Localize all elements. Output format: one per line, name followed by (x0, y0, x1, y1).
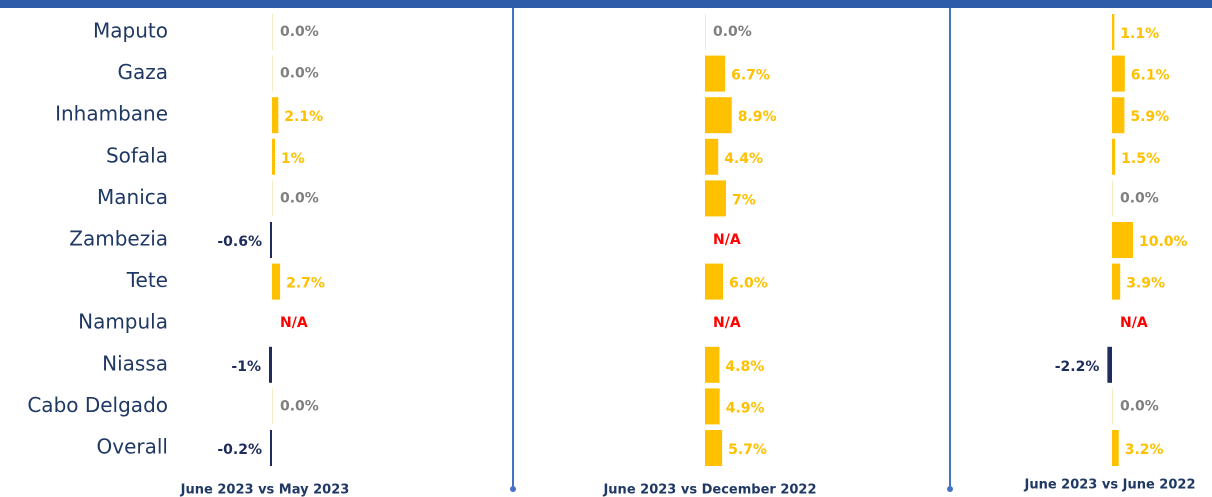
bar (1112, 97, 1125, 134)
bar (705, 55, 726, 92)
category-label: Niassa (102, 351, 168, 375)
category-label: Zambezia (69, 227, 168, 251)
value-label: 7% (732, 192, 756, 208)
bar (1112, 14, 1115, 50)
bar (705, 346, 720, 383)
value-label: -0.2% (217, 442, 262, 458)
bar (272, 138, 275, 175)
value-label: 6.1% (1131, 68, 1170, 84)
value-label: 3.2% (1125, 442, 1164, 458)
bar (1112, 222, 1133, 258)
value-label: -1% (231, 359, 261, 375)
value-label: 8.9% (738, 109, 777, 125)
value-label: N/A (1120, 315, 1148, 331)
value-label: 1% (281, 151, 305, 167)
value-label: 2.1% (284, 109, 323, 125)
bar (705, 430, 723, 466)
category-label: Inhambane (55, 102, 168, 126)
separator-dot (510, 486, 516, 492)
value-label: -2.2% (1055, 359, 1100, 375)
value-label: N/A (713, 315, 741, 331)
bar (705, 388, 720, 425)
bar (1112, 55, 1125, 92)
bar (1112, 263, 1121, 300)
category-label: Overall (97, 435, 168, 459)
bar (272, 263, 281, 300)
value-label: 5.9% (1130, 109, 1169, 125)
bar (269, 346, 272, 383)
bar (272, 55, 273, 92)
separator-dot (947, 486, 953, 492)
bar (1112, 138, 1116, 175)
category-label: Nampula (78, 310, 168, 334)
value-label: 0.0% (280, 398, 319, 414)
value-label: 0.0% (280, 24, 319, 40)
value-label: 0.0% (280, 66, 319, 82)
value-label: 0.0% (1120, 190, 1159, 206)
bar (272, 14, 273, 50)
value-label: 5.7% (728, 442, 767, 458)
bar (705, 263, 723, 300)
value-label: 2.7% (286, 276, 325, 292)
bar (1112, 430, 1119, 466)
category-label: Gaza (117, 60, 168, 84)
bar (272, 97, 279, 134)
category-label: Cabo Delgado (27, 393, 168, 417)
bar (270, 430, 272, 466)
value-label: 1.1% (1120, 26, 1159, 42)
value-label: 3.9% (1126, 276, 1165, 292)
panel-title: June 2023 vs June 2022 (1023, 478, 1195, 493)
value-label: N/A (713, 232, 741, 248)
value-label: 4.8% (725, 359, 764, 375)
value-label: 6.0% (729, 276, 768, 292)
bar (1112, 180, 1113, 217)
value-label: 4.4% (724, 151, 763, 167)
category-label: Sofala (106, 143, 168, 167)
bar (705, 14, 706, 50)
category-label: Maputo (93, 19, 168, 43)
bar (1112, 388, 1113, 425)
value-label: 0.0% (280, 190, 319, 206)
panel-title: June 2023 vs May 2023 (180, 483, 350, 497)
header-bar (0, 0, 1212, 8)
bar (270, 222, 272, 258)
bar (272, 388, 273, 425)
value-label: 0.0% (713, 24, 752, 40)
bar (705, 180, 726, 217)
value-label: 4.9% (726, 400, 765, 416)
bar (705, 97, 732, 134)
value-label: 0.0% (1120, 398, 1159, 414)
bar (1107, 346, 1112, 383)
category-label: Tete (126, 268, 168, 292)
bar (272, 180, 273, 217)
panel-title: June 2023 vs December 2022 (602, 483, 816, 497)
value-label: 6.7% (731, 68, 770, 84)
category-label: Manica (97, 185, 168, 209)
value-label: 10.0% (1139, 234, 1188, 250)
value-label: 1.5% (1121, 151, 1160, 167)
value-label: N/A (280, 315, 308, 331)
value-label: -0.6% (217, 234, 262, 250)
bar (705, 138, 719, 175)
